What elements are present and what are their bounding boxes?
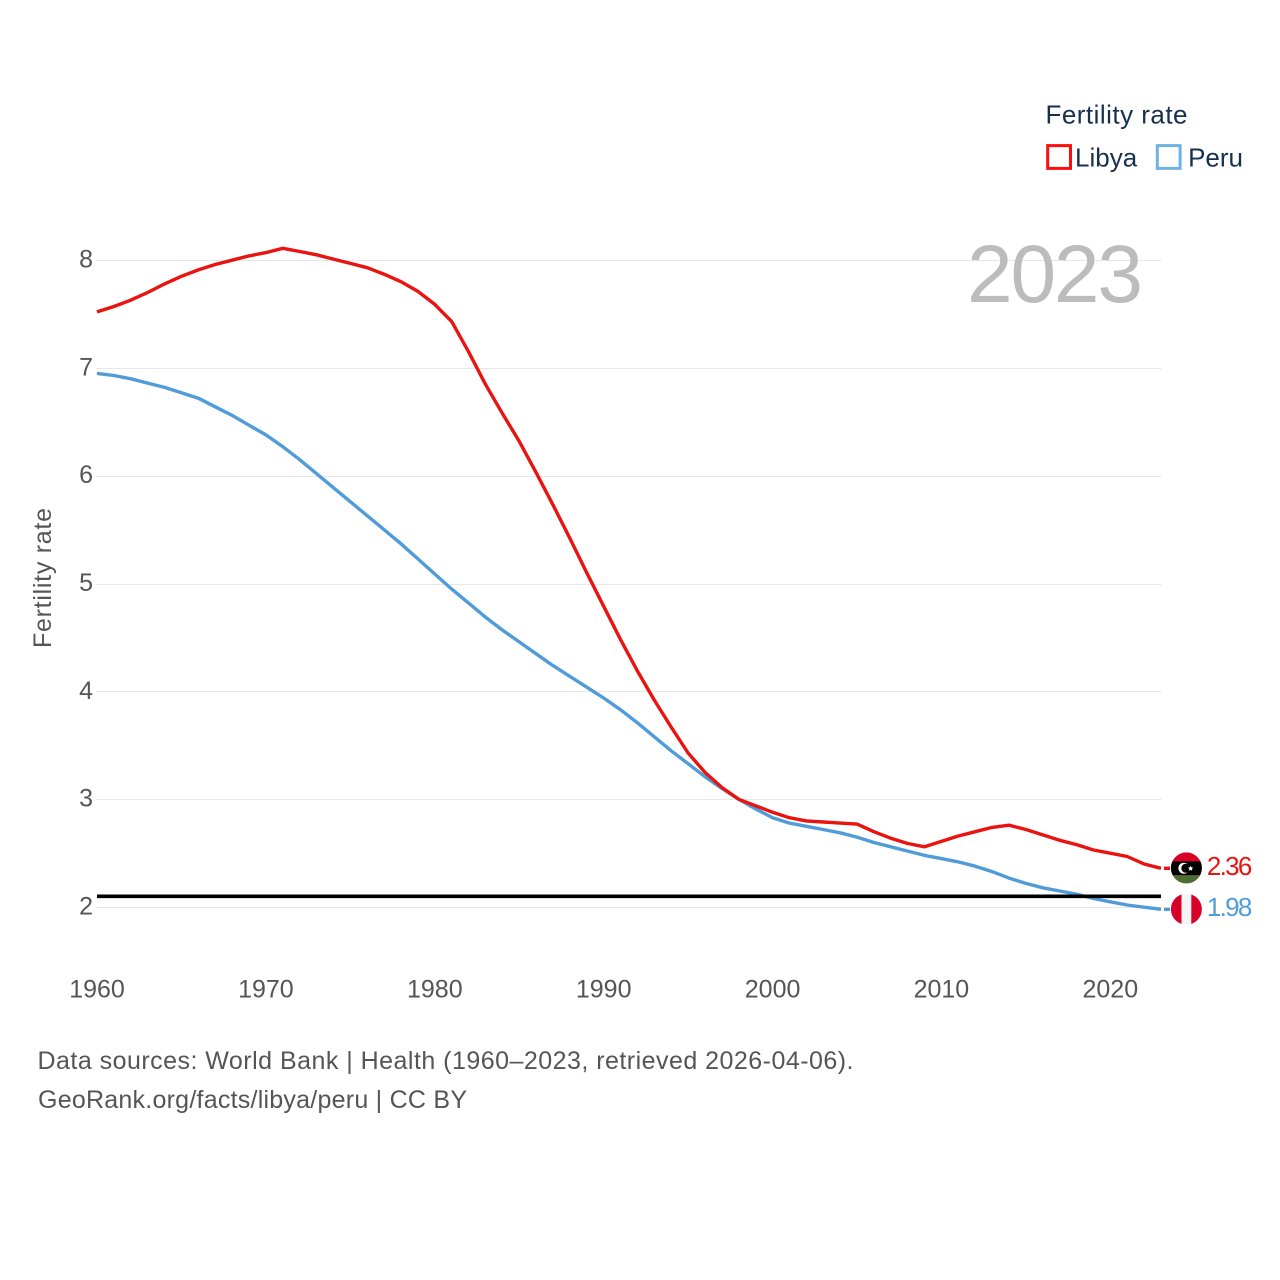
- svg-text:1.98: 1.98: [1207, 892, 1252, 922]
- svg-text:1970: 1970: [238, 976, 294, 1004]
- svg-text:4: 4: [79, 677, 93, 705]
- svg-text:7: 7: [79, 353, 93, 381]
- svg-text:2000: 2000: [745, 976, 801, 1004]
- svg-text:6: 6: [79, 461, 93, 489]
- svg-text:Fertility rate: Fertility rate: [29, 508, 57, 648]
- svg-text:8: 8: [79, 246, 93, 274]
- svg-text:1980: 1980: [407, 976, 463, 1004]
- svg-text:Data sources: World Bank | Hea: Data sources: World Bank | Health (1960–…: [38, 1047, 854, 1075]
- svg-text:GeoRank.org/facts/libya/peru |: GeoRank.org/facts/libya/peru | CC BY: [38, 1086, 467, 1114]
- svg-text:Libya: Libya: [1075, 143, 1138, 173]
- svg-text:3: 3: [79, 785, 93, 813]
- svg-text:2023: 2023: [967, 229, 1143, 320]
- svg-text:Fertility rate: Fertility rate: [1046, 100, 1188, 130]
- svg-text:2020: 2020: [1082, 976, 1138, 1004]
- svg-text:5: 5: [79, 569, 93, 597]
- svg-text:1960: 1960: [69, 976, 125, 1004]
- svg-text:2010: 2010: [914, 976, 970, 1004]
- svg-text:1990: 1990: [576, 976, 632, 1004]
- svg-text:2: 2: [79, 893, 93, 921]
- svg-text:2.36: 2.36: [1207, 851, 1252, 881]
- svg-text:Peru: Peru: [1188, 143, 1243, 173]
